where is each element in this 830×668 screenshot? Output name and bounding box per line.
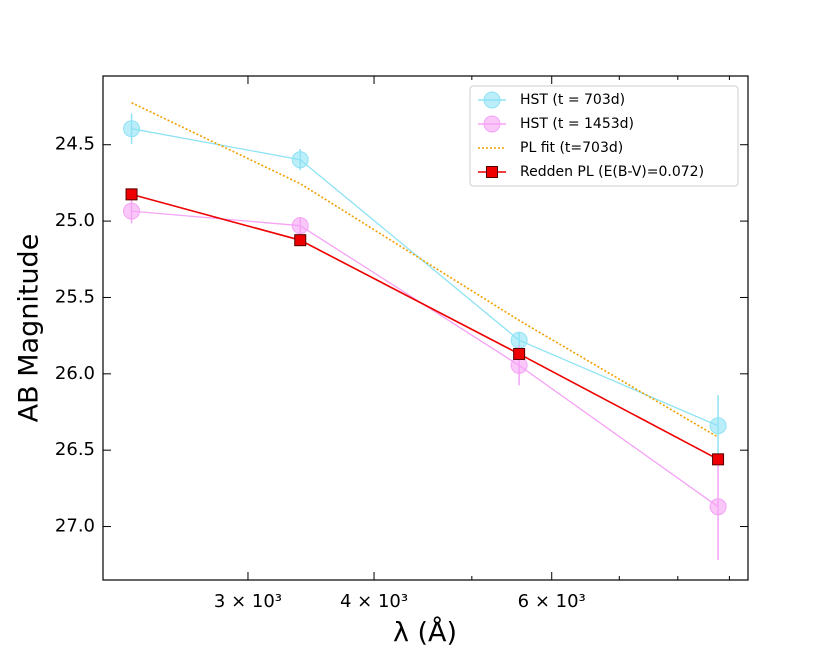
y-tick-label: 24.5 xyxy=(55,134,95,155)
data-point xyxy=(712,453,725,466)
series-line xyxy=(131,128,719,427)
legend-box xyxy=(469,85,739,187)
y-tick-label: 26.5 xyxy=(55,439,95,460)
legend-marker xyxy=(483,91,501,109)
data-point xyxy=(123,202,141,220)
legend-label: HST (t = 703d) xyxy=(520,92,625,108)
data-point xyxy=(294,234,307,247)
legend-label: PL fit (t=703d) xyxy=(520,140,623,156)
data-point xyxy=(123,120,141,138)
plot-frame xyxy=(102,75,749,581)
y-tick-label: 27.0 xyxy=(55,516,95,537)
x-tick-label: 6 × 10³ xyxy=(518,591,586,612)
legend-marker xyxy=(486,166,498,178)
series-line xyxy=(131,193,719,461)
y-tick-label: 26.0 xyxy=(55,363,95,384)
x-tick-label: 4 × 10³ xyxy=(340,591,408,612)
y-tick-label: 25.5 xyxy=(55,286,95,307)
y-axis-label: AB Magnitude xyxy=(14,234,45,423)
data-point xyxy=(125,188,138,201)
legend-label: HST (t = 1453d) xyxy=(520,116,634,132)
legend-marker xyxy=(483,115,501,133)
data-point xyxy=(513,347,526,360)
data-point xyxy=(709,498,727,516)
x-axis-label: λ (Å) xyxy=(393,617,457,649)
series-line xyxy=(131,210,719,508)
series-line xyxy=(131,102,719,438)
legend-label: Redden PL (E(B-V)=0.072) xyxy=(520,164,704,180)
data-point xyxy=(291,151,309,169)
x-tick-label: 3 × 10³ xyxy=(214,591,282,612)
data-point xyxy=(709,417,727,435)
y-tick-label: 25.0 xyxy=(55,210,95,231)
data-point xyxy=(291,217,309,235)
